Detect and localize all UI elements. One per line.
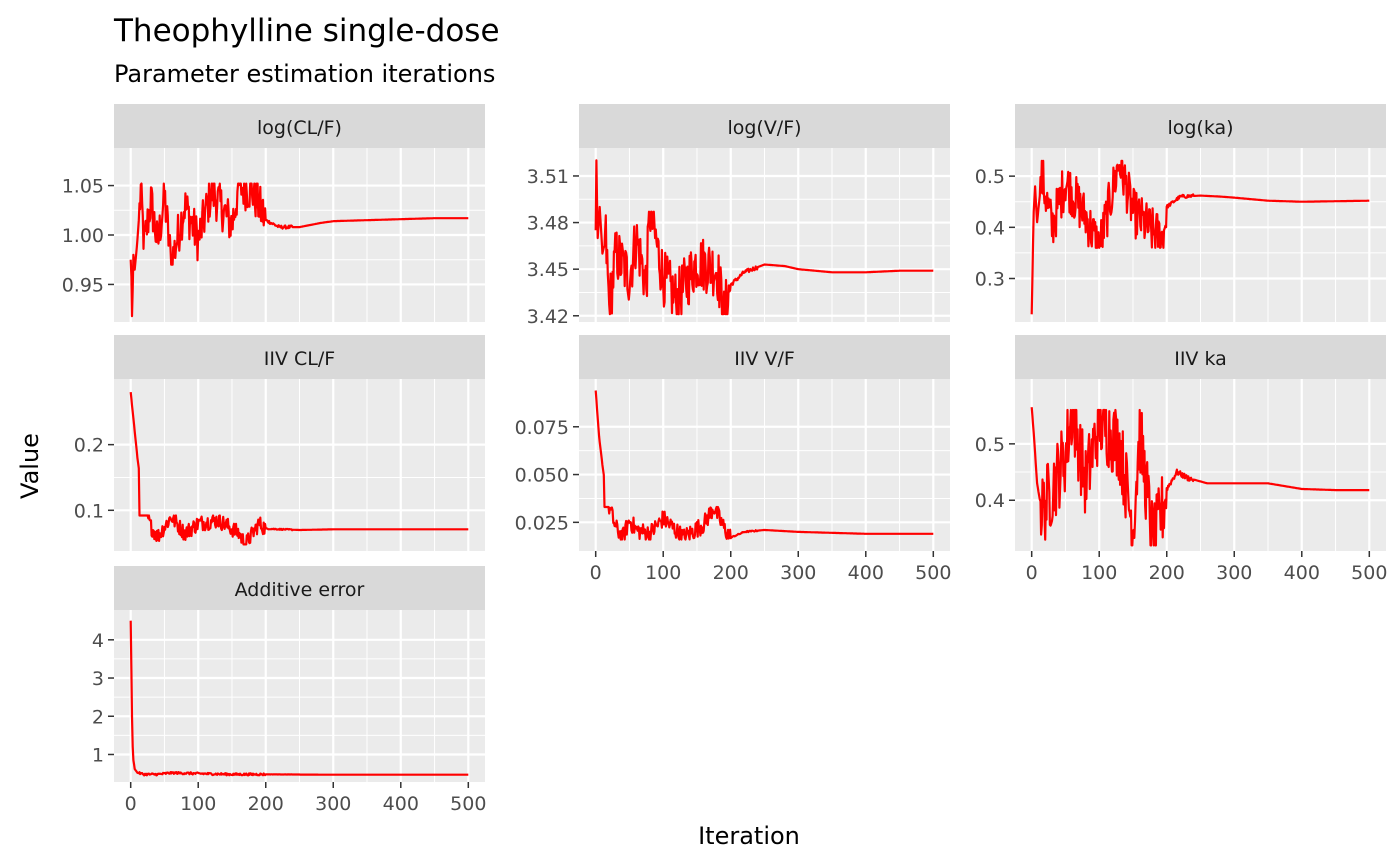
- y-tick-label: 4: [92, 630, 104, 652]
- y-tick-label: 3.51: [527, 166, 569, 188]
- series-line-5: [1030, 407, 1370, 547]
- facet-strip-label: Additive error: [235, 579, 365, 601]
- facet-strip: [579, 335, 950, 379]
- x-tick-label: 500: [450, 793, 486, 815]
- facet-strip: [114, 104, 485, 148]
- x-tick-label: 200: [1149, 562, 1185, 584]
- y-tick-label: 0.5: [975, 166, 1005, 188]
- y-tick-label: 2: [92, 706, 104, 728]
- x-tick-label: 200: [713, 562, 749, 584]
- facet-strip-label: log(V/F): [727, 117, 801, 139]
- facet-strip: [114, 566, 485, 610]
- facet-panel-2: log(ka) 0.3 0.4 0.5: [975, 104, 1386, 322]
- facet-strip: [1015, 104, 1386, 148]
- y-tick-label: 0.95: [62, 274, 104, 296]
- facet-strip-label: IIV CL/F: [264, 348, 335, 370]
- series-line-2: [1030, 159, 1370, 315]
- x-tick-label: 400: [848, 562, 884, 584]
- x-tick-label: 200: [248, 793, 284, 815]
- y-axis-label: Value: [16, 433, 44, 499]
- x-tick-label: 400: [383, 793, 419, 815]
- x-tick-label: 0: [590, 562, 602, 584]
- chart-title: Theophylline single-dose: [113, 13, 500, 49]
- x-tick-label: 300: [1216, 562, 1252, 584]
- y-tick-label: 1.05: [62, 176, 104, 198]
- y-tick-label: 1: [92, 744, 104, 766]
- facet-panel-4: IIV V/F 0 100 200 300 400 500 0.025 0.050 0.075: [515, 335, 951, 584]
- x-tick-label: 0: [1026, 562, 1038, 584]
- y-tick-label: 0.1: [74, 500, 104, 522]
- y-tick-label: 3.45: [527, 259, 569, 281]
- facet-panel-1: log(V/F) 3.42 3.45 3.48 3.51: [527, 104, 950, 328]
- y-tick-label: 0.050: [515, 465, 569, 487]
- y-tick-label: 3: [92, 668, 104, 690]
- y-tick-label: 0.025: [515, 512, 569, 534]
- x-tick-label: 500: [1351, 562, 1387, 584]
- x-tick-label: 300: [315, 793, 351, 815]
- x-tick-label: 100: [180, 793, 216, 815]
- series-line-4: [594, 390, 934, 541]
- y-tick-label: 0.4: [975, 490, 1005, 512]
- y-tick-label: 3.48: [527, 213, 569, 235]
- series-line-3: [129, 391, 469, 546]
- facet-panel-3: IIV CL/F 0.1 0.2: [74, 335, 485, 551]
- facet-panel-5: IIV ka 0 100 200 300 400 500 0.4 0.5: [975, 335, 1387, 584]
- y-tick-label: 0.2: [74, 435, 104, 457]
- series-line-6: [129, 620, 469, 777]
- chart-subtitle: Parameter estimation iterations: [114, 60, 495, 88]
- facet-strip: [1015, 335, 1386, 379]
- y-tick-label: 0.075: [515, 417, 569, 439]
- x-tick-label: 500: [915, 562, 951, 584]
- x-tick-label: 100: [645, 562, 681, 584]
- facet-strip: [579, 104, 950, 148]
- x-axis-label: Iteration: [698, 822, 800, 850]
- facet-panel-0: log(CL/F) 0.95 1.00 1.05: [62, 104, 485, 322]
- facet-strip-label: log(ka): [1167, 117, 1233, 139]
- x-tick-label: 100: [1081, 562, 1117, 584]
- y-tick-label: 0.5: [975, 434, 1005, 456]
- y-tick-label: 0.4: [975, 217, 1005, 239]
- x-tick-label: 400: [1284, 562, 1320, 584]
- facet-panels: log(CL/F) 0.95 1.00 1.05 log(V/F) 3.42 3.45 3.4…: [62, 104, 1387, 815]
- facet-strip: [114, 335, 485, 379]
- series-line-1: [594, 159, 934, 316]
- facet-strip-label: log(CL/F): [257, 117, 342, 139]
- y-tick-label: 0.3: [975, 269, 1005, 291]
- facet-panel-6: Additive error 0 100 200 300 400 500 1 2 3 4: [92, 566, 486, 815]
- series-line-0: [129, 182, 469, 318]
- y-tick-label: 3.42: [527, 306, 569, 328]
- facet-strip-label: IIV ka: [1174, 348, 1227, 370]
- facet-strip-label: IIV V/F: [734, 348, 795, 370]
- x-tick-label: 300: [780, 562, 816, 584]
- y-tick-label: 1.00: [62, 225, 104, 247]
- x-tick-label: 0: [125, 793, 137, 815]
